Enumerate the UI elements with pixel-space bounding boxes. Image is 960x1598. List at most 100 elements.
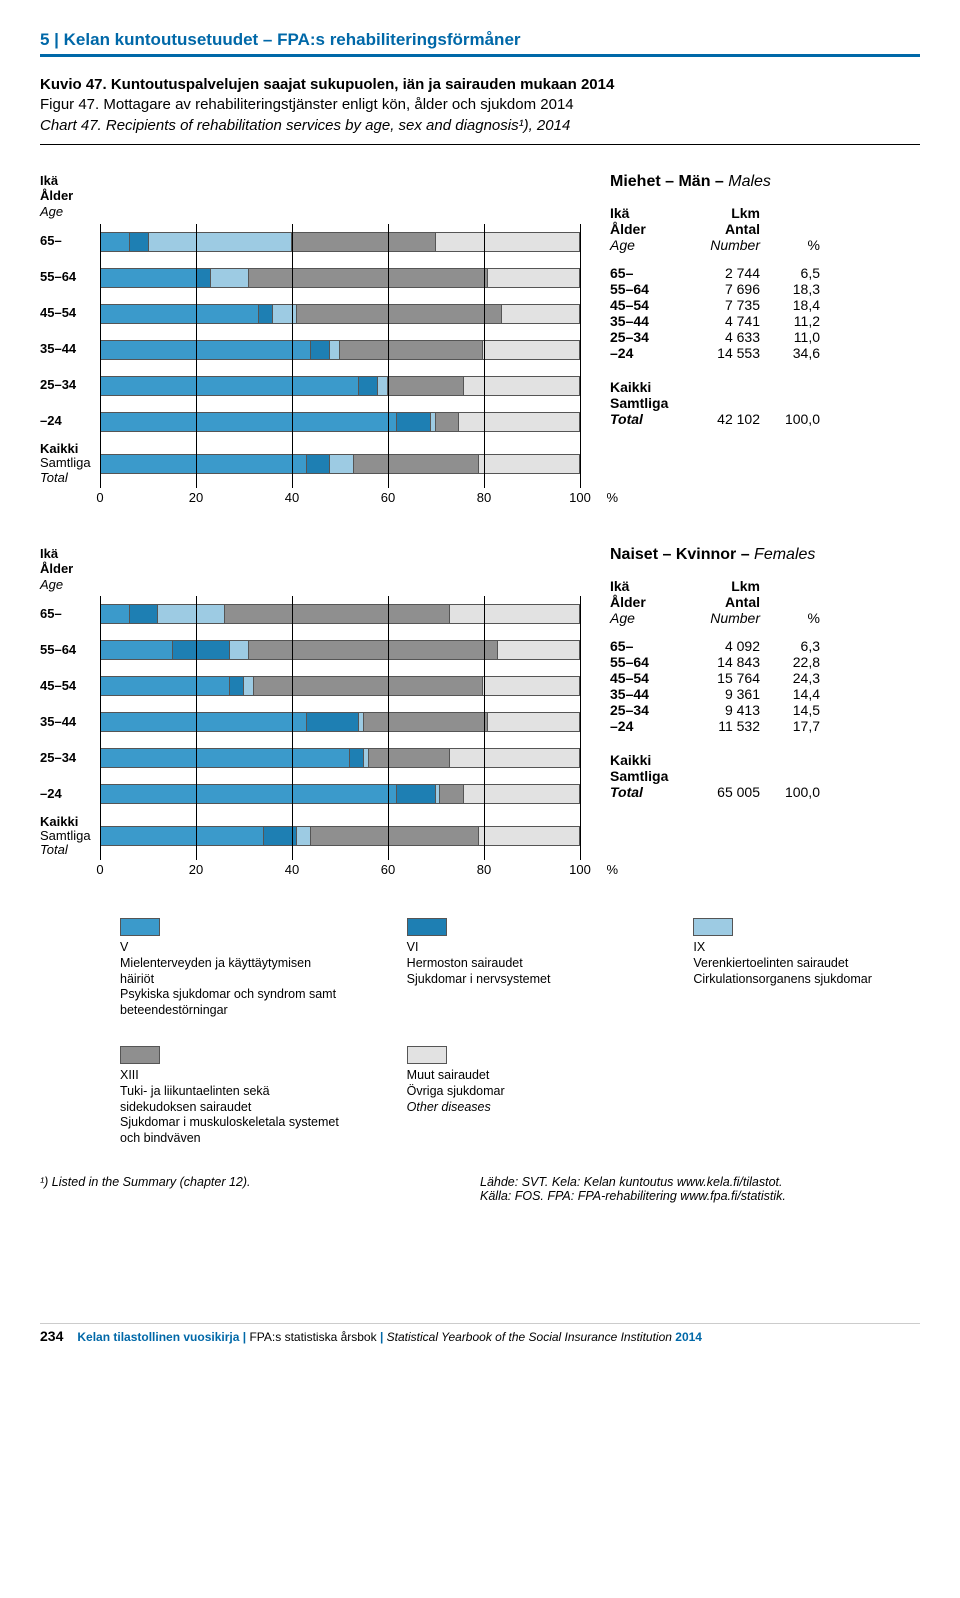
- bar-segment: [311, 341, 330, 359]
- table-row: 35–449 36114,4: [610, 686, 920, 702]
- legend-swatch: [693, 918, 733, 936]
- bar-row: 35–44: [40, 332, 580, 368]
- bar-segment: [158, 605, 225, 623]
- bar-segment: [244, 677, 254, 695]
- bar-segment: [440, 785, 464, 803]
- bar-segment: [197, 269, 211, 287]
- bar-segment: [101, 377, 359, 395]
- bar-segment: [254, 677, 483, 695]
- x-ticks-females: 020406080100%: [100, 860, 580, 878]
- bar-segment: [101, 413, 397, 431]
- bar-segment: [149, 233, 292, 251]
- legend-item: IXVerenkiertoelinten sairaudetCirkulatio…: [693, 918, 920, 1018]
- bar-segment: [464, 785, 579, 803]
- bar-segment: [488, 269, 579, 287]
- bar-segment: [378, 377, 388, 395]
- footnotes: ¹) Listed in the Summary (chapter 12). L…: [40, 1175, 920, 1203]
- y-axis-title-females: Ikä Ålder Age: [40, 546, 580, 593]
- bar-segment: [273, 305, 297, 323]
- legend-item: VIHermoston sairaudetSjukdomar i nervsys…: [407, 918, 634, 1018]
- bar-row: 25–34: [40, 740, 580, 776]
- table-row: 25–349 41314,5: [610, 702, 920, 718]
- bar-row: KaikkiSamtligaTotal: [40, 812, 580, 860]
- bar-segment: [483, 677, 579, 695]
- bar-segment: [436, 233, 579, 251]
- legend-swatch: [407, 1046, 447, 1064]
- bar-segment: [101, 713, 307, 731]
- page-number: 234: [40, 1328, 63, 1344]
- table-row: 55–647 69618,3: [610, 281, 920, 297]
- bar-row: 65–: [40, 596, 580, 632]
- bar-row: 55–64: [40, 632, 580, 668]
- bar-segment: [225, 605, 450, 623]
- bar-segment: [211, 269, 249, 287]
- bar-segment: [330, 455, 354, 473]
- legend: VMielenterveyden ja käyttäytymisen häiri…: [120, 918, 920, 1146]
- bar-segment: [359, 377, 378, 395]
- bar-segment: [311, 827, 478, 845]
- bar-segment: [130, 605, 159, 623]
- legend-swatch: [407, 918, 447, 936]
- bar-segment: [388, 377, 464, 395]
- page-footer: 234 Kelan tilastollinen vuosikirja | FPA…: [40, 1323, 920, 1344]
- bar-segment: [101, 677, 230, 695]
- bar-row: 55–64: [40, 260, 580, 296]
- title-sv: Figur 47. Mottagare av rehabiliteringstj…: [40, 95, 920, 115]
- bar-segment: [101, 827, 264, 845]
- bar-segment: [364, 713, 488, 731]
- bar-segment: [101, 269, 197, 287]
- bar-segment: [101, 785, 397, 803]
- bar-segment: [101, 305, 259, 323]
- legend-swatch: [120, 918, 160, 936]
- bar-segment: [369, 749, 450, 767]
- bar-segment: [101, 455, 307, 473]
- chart-females: Ikä Ålder Age 65–55–6445–5435–4425–34–24…: [40, 546, 920, 879]
- table-row: 35–444 74111,2: [610, 313, 920, 329]
- table-row: 55–6414 84322,8: [610, 654, 920, 670]
- bars-females: 65–55–6445–5435–4425–34–24KaikkiSamtliga…: [40, 596, 580, 860]
- bar-segment: [230, 677, 244, 695]
- bar-segment: [397, 413, 430, 431]
- bar-segment: [498, 641, 579, 659]
- table-row: 65–4 0926,3: [610, 638, 920, 654]
- bar-segment: [307, 713, 360, 731]
- title-fi: Kuvio 47. Kuntoutuspalvelujen saajat suk…: [40, 75, 920, 95]
- bar-segment: [464, 377, 579, 395]
- bar-segment: [297, 305, 503, 323]
- bar-row: 35–44: [40, 704, 580, 740]
- bar-segment: [249, 641, 498, 659]
- legend-swatch: [120, 1046, 160, 1064]
- title-rule: [40, 144, 920, 145]
- bar-segment: [173, 641, 230, 659]
- table-row: 25–344 63311,0: [610, 329, 920, 345]
- bar-segment: [101, 341, 311, 359]
- bar-row: 45–54: [40, 296, 580, 332]
- table-row: –2414 55334,6: [610, 345, 920, 361]
- bar-row: KaikkiSamtligaTotal: [40, 440, 580, 488]
- figure-title: Kuvio 47. Kuntoutuspalvelujen saajat suk…: [40, 75, 920, 136]
- bar-segment: [483, 341, 579, 359]
- bar-row: 45–54: [40, 668, 580, 704]
- bar-segment: [479, 827, 579, 845]
- title-en-prefix: Chart 47.: [40, 117, 102, 134]
- bar-segment: [502, 305, 578, 323]
- bar-segment: [459, 413, 579, 431]
- bar-segment: [397, 785, 435, 803]
- bar-segment: [292, 233, 435, 251]
- bar-segment: [479, 455, 579, 473]
- bar-row: 65–: [40, 224, 580, 260]
- bar-segment: [249, 269, 488, 287]
- bar-segment: [130, 233, 149, 251]
- bar-segment: [259, 305, 273, 323]
- bar-segment: [101, 749, 350, 767]
- females-heading: Naiset – Kvinnor – Females: [610, 546, 920, 564]
- bar-segment: [101, 605, 130, 623]
- bar-row: –24: [40, 776, 580, 812]
- bar-segment: [264, 827, 297, 845]
- bar-segment: [101, 233, 130, 251]
- table-row: 65–2 7446,5: [610, 265, 920, 281]
- table-row: –2411 53217,7: [610, 718, 920, 734]
- title-en: Recipients of rehabilitation services by…: [106, 117, 570, 134]
- legend-item: Muut sairaudetÖvriga sjukdomarOther dise…: [407, 1046, 634, 1146]
- table-row: 45–547 73518,4: [610, 297, 920, 313]
